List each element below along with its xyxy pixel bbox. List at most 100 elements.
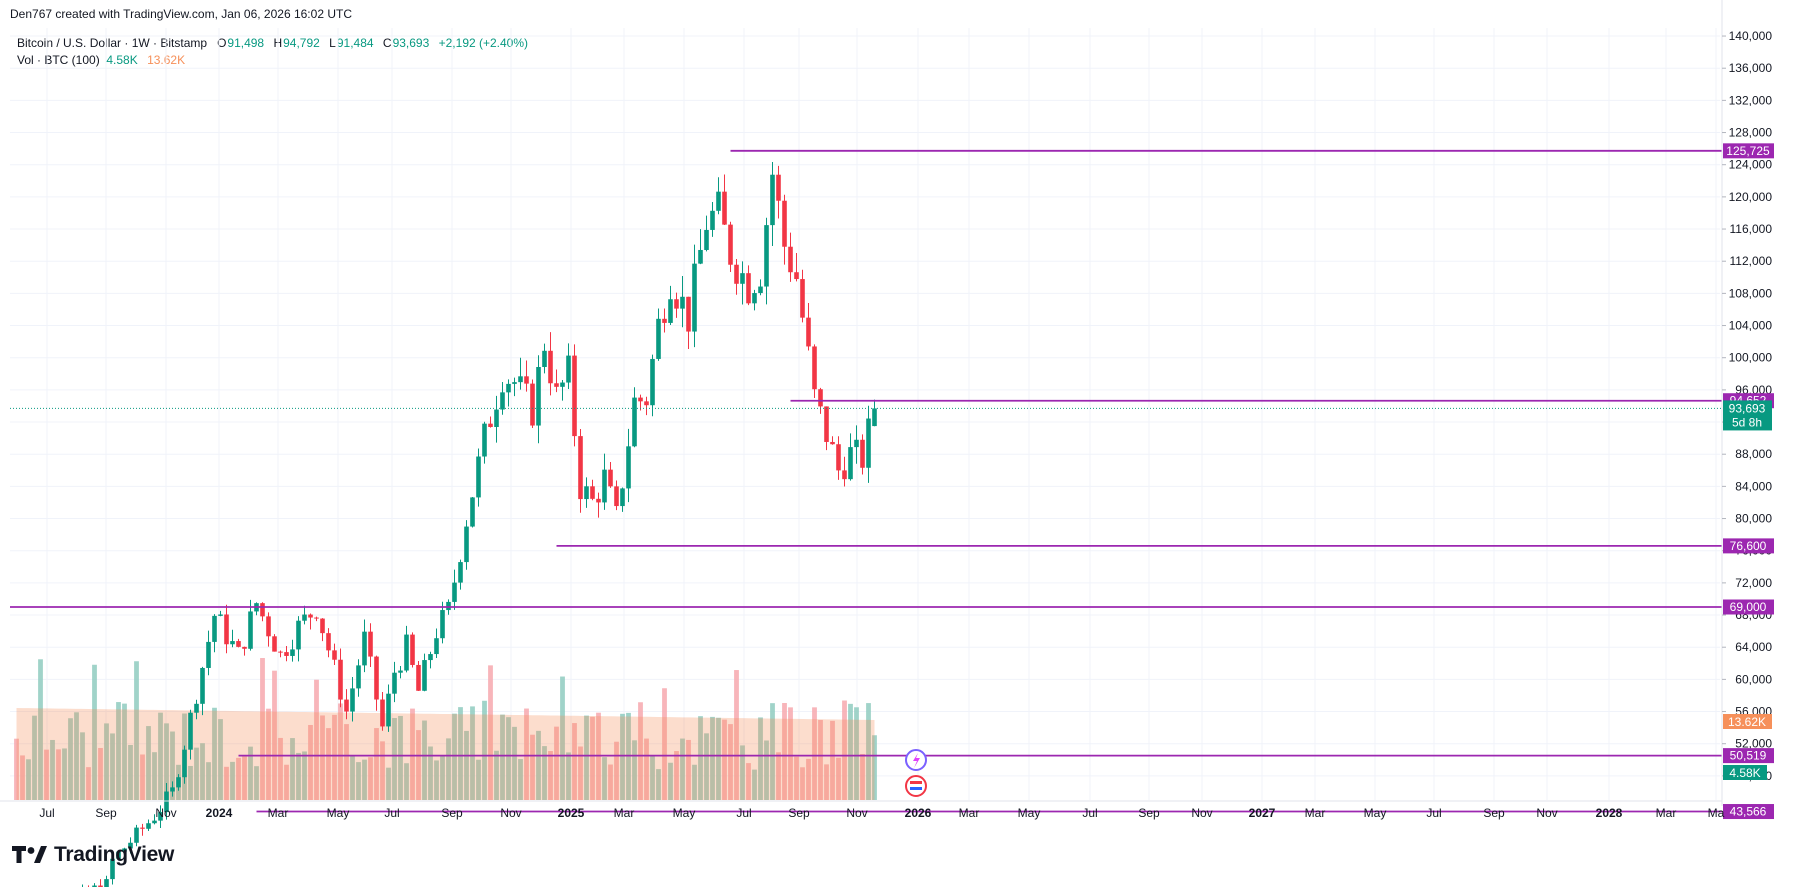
time-label-14: Nov (846, 806, 867, 820)
price-tick-label-10: 88,000 (1735, 447, 1772, 461)
volume-bar-11 (80, 732, 85, 800)
volume-bar-69 (428, 746, 433, 800)
volume-bar-101 (620, 713, 625, 800)
volume-bar-140 (854, 707, 859, 800)
flag-stripe-2-icon (910, 787, 922, 790)
volume-title[interactable]: Vol · BTC (100) (17, 53, 100, 67)
volume-bar-123 (752, 769, 757, 800)
candle-body-69 (428, 654, 433, 661)
candle-body-56 (350, 688, 355, 712)
current-price-tag: 93,693 (1729, 401, 1766, 415)
candle-body-21 (140, 827, 145, 829)
us-flag-event-icon[interactable] (905, 775, 927, 797)
tradingview-brand[interactable]: TradingView (12, 843, 174, 867)
candle-body-141 (860, 439, 865, 468)
time-label-24: Jul (1426, 806, 1441, 820)
time-label-18: Jul (1082, 806, 1097, 820)
candle-body-92 (566, 355, 571, 383)
level-tag-4: 50,519 (1730, 749, 1767, 763)
level-tag-2: 76,600 (1730, 539, 1767, 553)
time-label-9: 2025 (558, 806, 585, 820)
volume-bar-103 (632, 740, 637, 800)
price-tick-label-15: 108,000 (1729, 286, 1773, 300)
level-tag-0-bg (1723, 143, 1774, 159)
horizontal-levels[interactable] (10, 149, 1722, 813)
volume-bar-82 (506, 717, 511, 800)
vol-tag-bg (1723, 765, 1767, 780)
candle-body-29 (188, 712, 193, 750)
candle-body-139 (848, 447, 853, 480)
candle-body-138 (842, 470, 847, 480)
price-axis[interactable]: 48,00052,00056,00060,00064,00068,00072,0… (1721, 0, 1774, 820)
candle-body-127 (776, 174, 781, 201)
candle-body-120 (734, 264, 739, 284)
close-label: C (382, 36, 392, 50)
time-label-2: Nov (155, 806, 176, 820)
flag-stripe-1-icon (910, 781, 922, 784)
candle-body-37 (236, 641, 241, 647)
candle-body-67 (416, 664, 421, 691)
time-axis[interactable]: Jul Sep Nov 2024 Mar May Jul Sep Nov 2025 Mar May Ju… (0, 800, 1725, 820)
volume-bar-46 (290, 738, 295, 800)
volume-bar-106 (650, 755, 655, 800)
candle-body-24 (158, 812, 163, 821)
low-value: 91,484 (336, 36, 374, 50)
time-label-26: Nov (1536, 806, 1557, 820)
volume-bar-38 (242, 756, 247, 800)
volume-bar-89 (548, 751, 553, 800)
volume-bar-78 (482, 700, 487, 800)
volume-bar-2 (26, 759, 31, 800)
candle-body-57 (356, 665, 361, 689)
volume-bar-34 (218, 719, 223, 800)
volume-bar-10 (74, 712, 79, 800)
volume-bar-40 (254, 766, 259, 800)
event-icons[interactable] (905, 749, 927, 797)
volume-bar-132 (806, 758, 811, 800)
volume-bar-24 (158, 712, 163, 800)
candle-body-39 (248, 611, 253, 649)
volume-bar-65 (404, 763, 409, 800)
volume-bar-134 (818, 719, 823, 800)
candle-body-102 (626, 446, 631, 489)
candle-body-123 (752, 293, 757, 304)
level-tag-5-bg (1723, 804, 1774, 820)
volume-bar-48 (302, 751, 307, 800)
level-tag-3: 69,000 (1730, 600, 1767, 614)
volume-bar-52 (326, 728, 331, 800)
volume-bar-64 (398, 715, 403, 800)
candle-body-91 (560, 382, 565, 387)
candle-body-85 (524, 376, 529, 384)
volume-bar-21 (140, 754, 145, 800)
candle-body-110 (674, 299, 679, 309)
volume-bar-75 (464, 730, 469, 800)
volume-bar-25 (164, 723, 169, 800)
volume-bar-87 (536, 730, 541, 800)
candle-body-20 (134, 827, 139, 843)
level-tag-3-bg (1723, 599, 1774, 615)
volume-bar-86 (530, 734, 535, 800)
volume-bar-12 (86, 767, 91, 800)
price-tick-label-22: 136,000 (1729, 61, 1773, 75)
candle-body-73 (452, 582, 457, 602)
candle-body-51 (320, 618, 325, 634)
candle-body-44 (278, 651, 283, 653)
volume-bar-58 (362, 759, 367, 800)
candle-body-30 (194, 703, 199, 713)
volume-bar-85 (524, 708, 529, 800)
open-label: O (217, 36, 227, 50)
candle-body-100 (614, 486, 619, 507)
volume-bar-18 (122, 703, 127, 800)
volume-bar-111 (680, 738, 685, 800)
time-label-3: 2024 (206, 806, 233, 820)
candle-body-34 (218, 614, 223, 616)
candle-body-33 (212, 615, 217, 642)
volume-bar-5 (44, 749, 49, 800)
price-tick-label-4: 64,000 (1735, 640, 1772, 654)
grid-lines (10, 28, 1720, 800)
time-label-4: Mar (268, 806, 289, 820)
volume-bar-36 (230, 761, 235, 800)
symbol-title[interactable]: Bitcoin / U.S. Dollar · 1W · Bitstamp (17, 36, 208, 50)
candle-body-88 (542, 350, 547, 368)
price-tick-label-13: 100,000 (1729, 351, 1773, 365)
